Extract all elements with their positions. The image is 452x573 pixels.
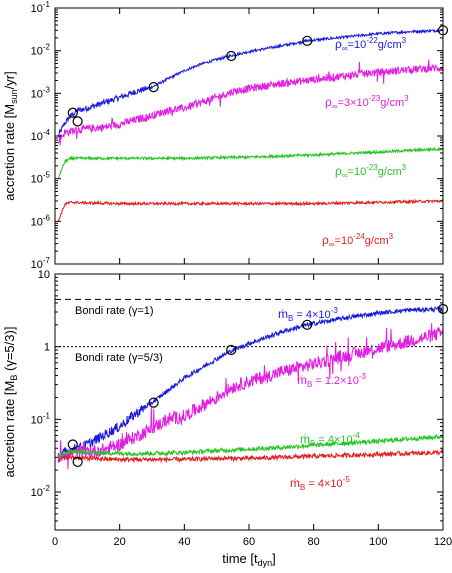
y-axis-label: accretion rate [MB (γ=5/3)]: [2, 327, 19, 478]
data-marker: [67, 439, 78, 450]
series-label: ρ∞=10-24g/cm3: [322, 232, 394, 249]
y-tick-label: 1: [44, 342, 50, 354]
x-tick-label: 100: [369, 536, 387, 548]
y-tick-label: 10-1: [31, 411, 51, 426]
data-marker: [302, 319, 313, 330]
y-tick-label: 10-2: [31, 484, 51, 499]
series-label: ρ∞=10-22g/cm3: [335, 36, 407, 53]
x-axis-label: time [tdyn]: [222, 551, 276, 568]
data-marker: [148, 81, 159, 93]
series-label: ρ∞=10-23g/cm3: [335, 163, 407, 180]
x-tick-label: 40: [178, 536, 190, 548]
y-tick-label: 10: [38, 269, 50, 281]
series-line: [57, 323, 443, 470]
data-marker: [67, 107, 78, 118]
series-label: ṁB = 4×10-3: [278, 306, 338, 323]
y-tick-label: 10-2: [31, 43, 51, 58]
y-tick-label: 10-7: [31, 256, 51, 271]
series-line: [57, 59, 443, 146]
data-marker: [226, 344, 237, 356]
top-panel: ρ∞=10-22g/cm3 ρ∞=3×10-23g/cm3 ρ∞=10-23g/cm…: [2, 0, 449, 271]
x-tick-label: 80: [308, 536, 320, 548]
data-marker: [302, 35, 313, 46]
y-tick-label: 10-3: [31, 85, 51, 100]
series-label: ρ∞=3×10-23g/cm3: [325, 94, 409, 111]
y-tick-label: 10-4: [31, 128, 51, 143]
bottom-panel: Bondi rate (γ=1) Bondi rate (γ=5/3) ṁB = 4…: [2, 269, 452, 568]
x-tick-label: 60: [243, 536, 255, 548]
series-line: [58, 448, 443, 464]
reference-line-label: Bondi rate (γ=1): [75, 305, 154, 317]
series-line: [57, 198, 443, 222]
data-marker: [72, 456, 83, 467]
data-marker: [148, 397, 159, 408]
series-line: [57, 305, 443, 463]
series-label: ṁB = 4×10-5: [290, 475, 350, 492]
x-tick-label: 20: [114, 536, 126, 548]
series-line: [57, 28, 443, 138]
series-line: [57, 433, 443, 459]
x-tick-label: 0: [52, 536, 58, 548]
series-label: ṁB = 1.2×10-3: [297, 372, 367, 389]
data-marker: [72, 116, 83, 127]
y-tick-label: 10-1: [31, 0, 51, 15]
y-tick-label: 10-6: [31, 213, 51, 228]
data-marker: [226, 50, 237, 62]
x-tick-label: 120: [434, 536, 452, 548]
series-label: ṁB = 4×10-4: [300, 431, 360, 448]
y-axis-label: accretion rate [Msun/yr]: [2, 71, 19, 200]
reference-line-label: Bondi rate (γ=5/3): [75, 352, 163, 364]
series-line: [57, 146, 443, 179]
y-tick-label: 10-5: [31, 171, 51, 186]
